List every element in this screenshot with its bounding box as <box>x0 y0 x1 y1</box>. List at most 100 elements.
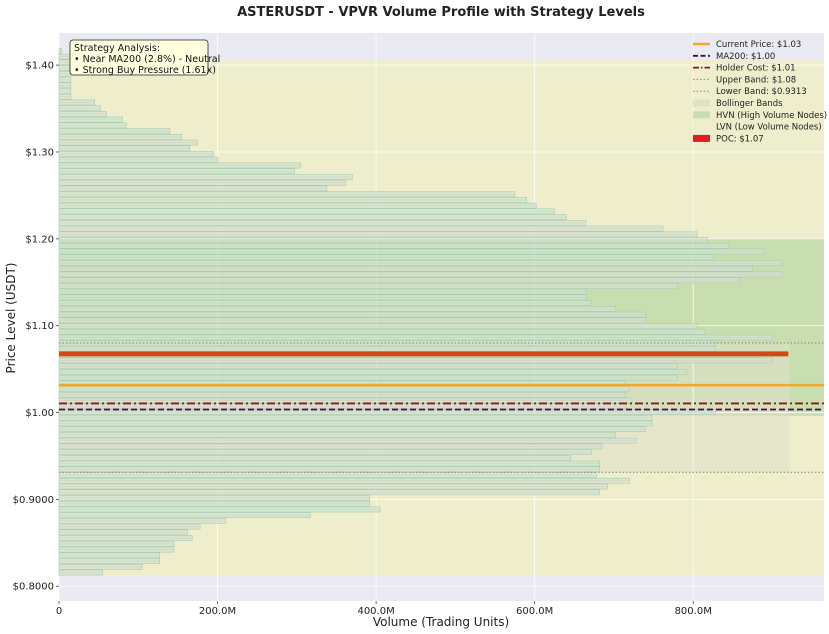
volume-bar <box>58 111 107 117</box>
volume-bar <box>58 563 143 570</box>
volume-bar <box>58 391 627 398</box>
volume-bar <box>58 328 706 335</box>
volume-bar <box>58 374 678 381</box>
legend-label: Upper Band: $1.08 <box>716 75 796 85</box>
y-axis: $0.8000 $0.9000 $1.00 $1.10 $1.20 $1.30 $1.40 <box>13 61 59 593</box>
volume-bar <box>58 363 678 370</box>
volume-bar <box>58 93 72 100</box>
volume-bar <box>58 179 347 186</box>
volume-bar <box>58 139 199 146</box>
volume-bar <box>58 558 160 564</box>
volume-bar <box>58 219 587 226</box>
volume-bar <box>58 552 160 559</box>
volume-bar <box>58 403 627 410</box>
volume-bar <box>58 506 381 513</box>
legend-swatch <box>693 123 710 131</box>
x-tick-label: 600.0M <box>516 606 553 617</box>
legend-label: HVN (High Volume Nodes) <box>716 111 827 121</box>
volume-bar <box>58 248 765 255</box>
volume-bar <box>58 82 72 89</box>
volume-bar <box>58 305 616 312</box>
volume-bar <box>58 437 637 444</box>
y-tick-label: $1.40 <box>25 61 54 72</box>
legend-label: Current Price: $1.03 <box>716 40 801 50</box>
annotation-line: • Near MA200 (2.8%) - Neutral <box>74 54 220 65</box>
volume-bar <box>58 174 353 180</box>
annotation-frame <box>69 39 209 76</box>
volume-bar <box>58 489 600 496</box>
volume-bar <box>58 197 528 203</box>
volume-bar <box>58 477 631 484</box>
volume-bar <box>58 265 753 272</box>
x-tick-label: 200.0M <box>199 606 236 617</box>
volume-bar <box>58 317 646 324</box>
volume-bar <box>58 231 698 238</box>
volume-bar <box>58 151 214 157</box>
legend-entry: POC: $1.07 <box>693 134 764 144</box>
volume-bar <box>58 443 603 450</box>
legend-label: Lower Band: $0.9313 <box>716 87 807 97</box>
volume-bar <box>58 460 600 467</box>
volume-bar <box>58 495 371 501</box>
x-axis-label: Volume (Trading Units) <box>373 615 509 629</box>
y-axis-label: Price Level (USDT) <box>4 263 18 374</box>
y-tick-label: $0.9000 <box>13 495 54 506</box>
legend-swatch <box>693 134 710 142</box>
volume-bar <box>58 277 740 284</box>
legend-entry: HVN (High Volume Nodes) <box>693 111 827 121</box>
volume-bar <box>58 208 555 215</box>
volume-bar <box>58 426 646 433</box>
legend-label: Holder Cost: $1.01 <box>716 64 796 74</box>
volume-bar <box>58 214 567 220</box>
volume-bar <box>58 420 653 427</box>
volume-bar <box>58 472 597 478</box>
volume-bar <box>58 512 311 519</box>
volume-bar <box>58 65 72 71</box>
volume-bar <box>58 156 218 163</box>
legend-entry: Bollinger Bands <box>693 99 783 109</box>
volume-bar <box>58 128 171 135</box>
legend-entry: Holder Cost: $1.01 <box>693 64 796 74</box>
volume-bar <box>58 283 678 289</box>
volume-bars <box>58 48 783 576</box>
volume-bar <box>58 225 664 232</box>
volume-bar <box>58 288 587 295</box>
legend-entry: Upper Band: $1.08 <box>693 75 796 85</box>
volume-bar <box>58 237 708 243</box>
x-tick-label: 400.0M <box>357 606 394 617</box>
y-tick-label: $0.8000 <box>13 582 54 593</box>
volume-bar <box>58 134 183 140</box>
volume-bar <box>58 168 295 175</box>
volume-bar <box>58 70 72 77</box>
volume-bar <box>58 191 516 198</box>
volume-bar <box>58 202 537 209</box>
volume-bar <box>58 294 587 301</box>
volume-bar <box>58 500 371 507</box>
volume-bar <box>58 518 226 524</box>
volume-bar <box>58 300 593 306</box>
volume-bar <box>58 76 72 83</box>
volume-bar <box>58 529 188 536</box>
volume-bar <box>58 455 571 461</box>
volume-bar <box>58 357 773 364</box>
x-tick-label: 0 <box>56 606 62 617</box>
volume-bar <box>58 483 608 490</box>
legend-swatch <box>693 99 710 107</box>
legend-entry: Lower Band: $0.9313 <box>693 87 807 97</box>
volume-bar <box>58 432 616 438</box>
strategy-level-lines <box>59 342 824 473</box>
volume-bar <box>58 569 103 576</box>
volume-bar <box>58 397 633 404</box>
legend-label: Bollinger Bands <box>716 99 783 109</box>
legend-entry: Current Price: $1.03 <box>693 40 801 50</box>
volume-bar <box>58 466 600 473</box>
volume-bar <box>58 145 191 152</box>
volume-bar <box>58 311 646 318</box>
legend-label: MA200: $1.00 <box>716 52 775 62</box>
volume-bar <box>58 449 593 456</box>
y-tick-label: $1.20 <box>25 234 54 245</box>
volume-bar <box>58 116 123 123</box>
volume-bar <box>58 271 783 278</box>
volume-bar <box>58 88 72 94</box>
volume-bar <box>58 323 698 329</box>
